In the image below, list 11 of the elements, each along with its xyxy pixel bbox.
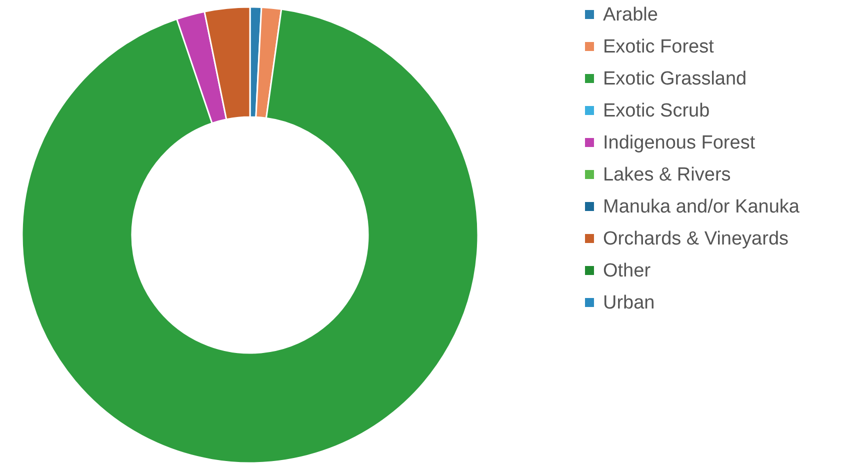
- legend-label: Other: [603, 260, 652, 282]
- legend-label: Manuka and/or Kanuka: [603, 196, 800, 218]
- donut-slice: [22, 8, 479, 464]
- legend-label: Orchards & Vineyards: [603, 228, 789, 250]
- legend-label: Exotic Grassland: [603, 68, 747, 90]
- legend-label: Exotic Forest: [603, 36, 715, 58]
- legend-label: Arable: [603, 4, 658, 26]
- legend-label: Indigenous Forest: [603, 132, 756, 154]
- legend-label: Exotic Scrub: [603, 100, 710, 122]
- legend-label: Urban: [603, 292, 655, 314]
- legend-label: Lakes & Rivers: [603, 164, 731, 186]
